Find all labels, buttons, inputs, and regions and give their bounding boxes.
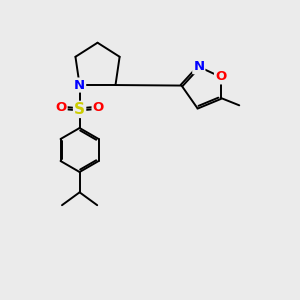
Text: N: N (74, 79, 85, 92)
Text: O: O (56, 101, 67, 114)
Text: O: O (93, 101, 104, 114)
Text: N: N (193, 60, 204, 73)
Text: O: O (215, 70, 226, 83)
Text: S: S (74, 102, 85, 117)
